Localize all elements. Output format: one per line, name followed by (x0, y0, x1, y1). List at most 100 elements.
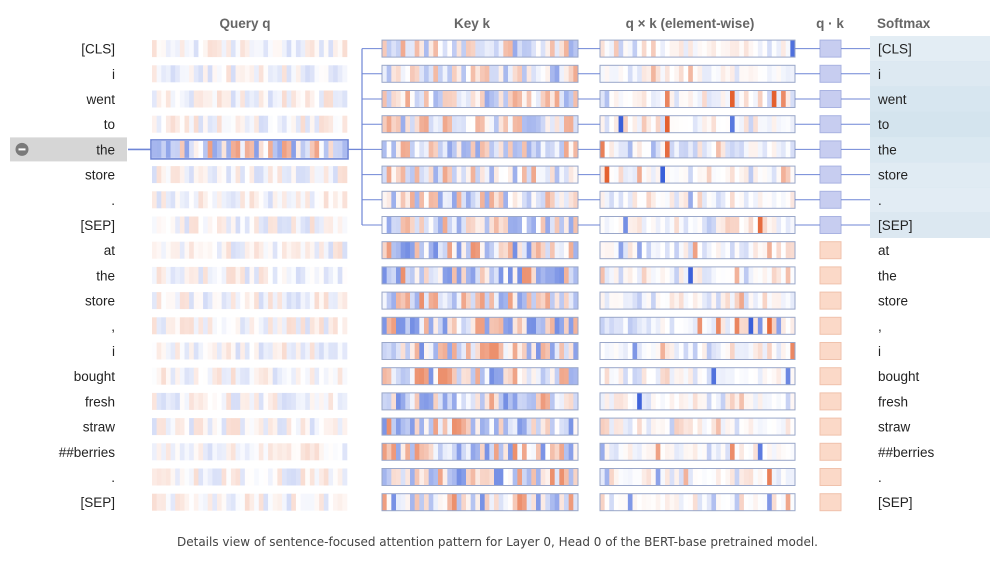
key-vector-stripe (554, 342, 560, 360)
left-token[interactable]: store (85, 168, 115, 183)
left-token[interactable]: the (96, 268, 115, 283)
product-vector-stripe (753, 166, 759, 184)
right-token[interactable]: went (877, 92, 907, 107)
left-token[interactable]: fresh (85, 394, 115, 409)
right-token[interactable]: store (878, 168, 908, 183)
right-token[interactable]: fresh (878, 394, 908, 409)
query-vector-stripe (235, 292, 241, 310)
product-vector-stripe (730, 292, 735, 310)
left-token[interactable]: i (112, 67, 115, 82)
right-token[interactable]: straw (878, 420, 911, 435)
query-vector-stripe (249, 443, 255, 461)
key-vector-stripe (396, 115, 401, 133)
right-token[interactable]: [SEP] (878, 495, 913, 510)
left-token[interactable]: i (112, 344, 115, 359)
query-vector-stripe (161, 40, 167, 58)
right-token[interactable]: the (878, 142, 897, 157)
product-vector-stripe (739, 392, 745, 410)
product-vector-stripe (623, 493, 629, 511)
left-token[interactable]: , (111, 319, 115, 334)
product-vector-stripe (651, 216, 657, 234)
query-vector-stripe (193, 493, 199, 511)
query-vector-stripe (268, 443, 274, 461)
left-token[interactable]: went (85, 92, 115, 107)
softmax-weight-bar (870, 162, 990, 188)
key-vector-stripe (452, 443, 457, 461)
right-token[interactable]: [SEP] (878, 218, 913, 233)
product-vector-stripe (725, 418, 731, 436)
query-vector-stripe (314, 443, 320, 461)
right-token[interactable]: the (878, 268, 897, 283)
key-vector-stripe (466, 418, 471, 436)
key-vector-stripe (573, 115, 579, 133)
key-vector-stripe (489, 392, 495, 410)
product-vector-stripe (651, 115, 657, 133)
left-token[interactable]: at (104, 243, 116, 258)
product-vector-stripe (641, 65, 647, 83)
query-vector-stripe (240, 90, 246, 108)
left-token[interactable]: straw (83, 420, 116, 435)
right-token[interactable]: at (878, 243, 890, 258)
query-vector-stripe (230, 266, 236, 284)
right-token[interactable]: i (878, 67, 881, 82)
query-vector-stripe (319, 317, 325, 335)
product-vector-stripe (771, 266, 777, 284)
key-vector-stripe (470, 40, 476, 58)
right-token[interactable]: i (878, 344, 881, 359)
key-vector-stripe (410, 241, 415, 259)
query-vector-stripe (152, 166, 157, 184)
right-token[interactable]: store (878, 294, 908, 309)
query-vector-stripe (226, 40, 232, 58)
product-vector-stripe (641, 115, 647, 133)
key-vector-stripe (447, 392, 453, 410)
query-vector-stripe (328, 342, 334, 360)
key-vector-stripe (550, 40, 555, 58)
key-vector-stripe (447, 317, 453, 335)
right-token[interactable]: bought (878, 369, 920, 384)
product-vector-stripe (785, 90, 791, 108)
left-token[interactable]: the (96, 142, 115, 157)
left-token[interactable]: store (85, 294, 115, 309)
left-token[interactable]: ##berries (59, 445, 116, 460)
right-token[interactable]: . (878, 193, 882, 208)
key-vector-stripe (531, 342, 537, 360)
query-vector-stripe (193, 166, 199, 184)
key-vector-stripe (503, 493, 509, 511)
key-vector-stripe (484, 216, 490, 234)
key-vector-stripe (419, 90, 425, 108)
left-token[interactable]: bought (74, 369, 116, 384)
product-vector-stripe (739, 367, 745, 385)
left-token[interactable]: [SEP] (80, 218, 115, 233)
query-vector-stripe (268, 418, 274, 436)
left-token[interactable]: . (111, 470, 115, 485)
right-token[interactable]: to (878, 117, 889, 132)
query-vector-stripe (291, 468, 297, 486)
right-token[interactable]: , (878, 319, 882, 334)
right-token[interactable]: ##berries (878, 445, 935, 460)
key-vector-stripe (526, 40, 532, 58)
left-token[interactable]: to (104, 117, 115, 132)
query-vector-stripe (286, 40, 292, 58)
query-vector-stripe (309, 493, 315, 511)
product-vector-stripe (762, 493, 768, 511)
right-token[interactable]: . (878, 470, 882, 485)
product-vector-stripe (678, 367, 684, 385)
product-vector-stripe (618, 216, 624, 234)
key-vector-stripe (419, 216, 425, 234)
key-vector-stripe (456, 191, 462, 209)
query-vector-stripe (184, 115, 190, 133)
query-vector-stripe (268, 140, 274, 158)
right-token[interactable]: [CLS] (878, 42, 912, 57)
query-vector-stripe (323, 266, 329, 284)
product-vector-stripe (776, 266, 782, 284)
left-token[interactable]: [SEP] (80, 495, 115, 510)
product-vector-stripe (716, 40, 722, 58)
left-token[interactable]: . (111, 193, 115, 208)
product-vector-stripe (618, 292, 624, 310)
query-vector-stripe (221, 191, 227, 209)
key-vector-stripe (475, 65, 481, 83)
key-vector-stripe (517, 40, 523, 58)
key-vector-stripe (554, 266, 560, 284)
left-token[interactable]: [CLS] (81, 42, 115, 57)
product-vector-stripe (655, 342, 661, 360)
